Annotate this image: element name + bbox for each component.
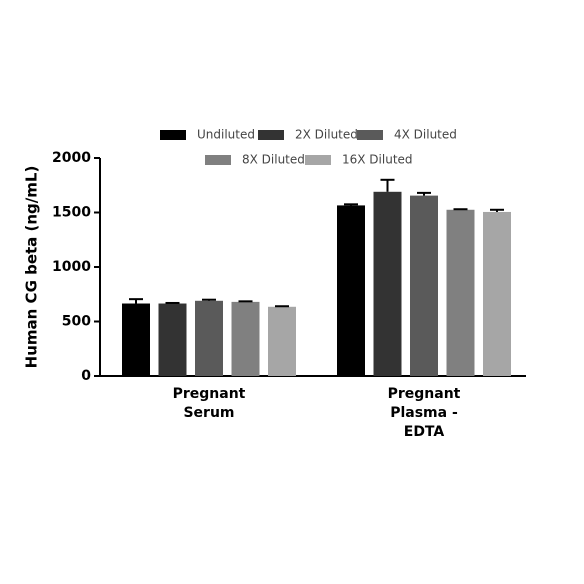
bar <box>231 301 260 376</box>
x-tick-label: Pregnant <box>173 386 246 402</box>
legend-swatch <box>205 155 231 165</box>
bar <box>446 209 475 376</box>
legend-label: 8X Diluted <box>242 153 305 167</box>
y-tick-label: 500 <box>62 314 91 330</box>
legend-swatch <box>160 130 186 140</box>
bar <box>337 205 365 376</box>
legend-swatch <box>357 130 383 140</box>
bar <box>158 303 187 376</box>
y-tick-label: 1500 <box>52 205 91 221</box>
legend-label: 4X Diluted <box>394 128 457 142</box>
bar <box>122 303 150 376</box>
legend-swatch <box>305 155 331 165</box>
bar <box>373 191 402 376</box>
bar <box>410 195 438 376</box>
y-axis-title: Human CG beta (ng/mL) <box>23 166 41 369</box>
x-tick-label: Serum <box>183 405 234 421</box>
x-tick-label: Pregnant <box>388 386 461 402</box>
x-tick-label: EDTA <box>404 424 445 440</box>
y-tick-label: 1000 <box>52 259 91 275</box>
bar <box>268 306 296 376</box>
legend-label: Undiluted <box>197 128 255 142</box>
y-tick-label: 0 <box>81 368 91 384</box>
bar <box>195 300 223 376</box>
legend-swatch <box>258 130 284 140</box>
y-tick-label: 2000 <box>52 150 91 166</box>
bar <box>483 211 511 376</box>
x-tick-label: Plasma - <box>390 405 458 421</box>
legend-label: 2X Diluted <box>295 128 358 142</box>
legend-label: 16X Diluted <box>342 153 413 167</box>
